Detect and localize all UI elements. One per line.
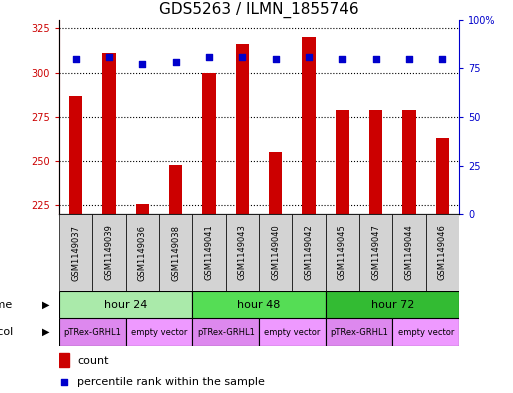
Bar <box>436 138 449 214</box>
Text: count: count <box>77 356 109 366</box>
Bar <box>326 318 392 346</box>
Point <box>338 55 346 62</box>
Point <box>171 59 180 66</box>
Text: GSM1149038: GSM1149038 <box>171 224 180 281</box>
Point <box>105 53 113 60</box>
Text: GSM1149044: GSM1149044 <box>405 225 413 280</box>
Text: GSM1149045: GSM1149045 <box>338 225 347 280</box>
Text: percentile rank within the sample: percentile rank within the sample <box>77 377 265 387</box>
Text: protocol: protocol <box>0 327 13 337</box>
Bar <box>202 73 215 214</box>
Bar <box>169 165 182 214</box>
Bar <box>159 214 192 291</box>
Bar <box>59 291 192 318</box>
Point <box>138 61 146 68</box>
Text: GSM1149047: GSM1149047 <box>371 224 380 281</box>
Text: pTRex-GRHL1: pTRex-GRHL1 <box>64 328 121 336</box>
Bar <box>302 37 315 214</box>
Bar <box>235 44 249 214</box>
Bar <box>359 214 392 291</box>
Bar <box>292 214 326 291</box>
Bar <box>326 291 459 318</box>
Text: empty vector: empty vector <box>131 328 187 336</box>
Title: GDS5263 / ILMN_1855746: GDS5263 / ILMN_1855746 <box>159 2 359 18</box>
Bar <box>103 53 115 214</box>
Bar <box>135 204 149 214</box>
Bar <box>226 214 259 291</box>
Text: pTRex-GRHL1: pTRex-GRHL1 <box>330 328 388 336</box>
Bar <box>126 318 192 346</box>
Bar <box>369 110 382 214</box>
Text: GSM1149046: GSM1149046 <box>438 224 447 281</box>
Bar <box>192 318 259 346</box>
Text: hour 24: hour 24 <box>104 299 147 310</box>
Point <box>438 55 446 62</box>
Text: empty vector: empty vector <box>398 328 454 336</box>
Point <box>271 55 280 62</box>
Bar <box>426 214 459 291</box>
Bar <box>126 214 159 291</box>
Text: GSM1149042: GSM1149042 <box>305 225 313 280</box>
Text: hour 48: hour 48 <box>238 299 281 310</box>
Point <box>238 53 246 60</box>
Bar <box>192 291 326 318</box>
Text: GSM1149043: GSM1149043 <box>238 224 247 281</box>
Bar <box>259 214 292 291</box>
Bar <box>326 214 359 291</box>
Point <box>205 53 213 60</box>
Text: GSM1149041: GSM1149041 <box>205 225 213 280</box>
Bar <box>392 318 459 346</box>
Text: ▶: ▶ <box>43 299 50 310</box>
Bar <box>392 214 426 291</box>
Text: ▶: ▶ <box>43 327 50 337</box>
Bar <box>59 353 69 367</box>
Text: GSM1149040: GSM1149040 <box>271 225 280 280</box>
Text: GSM1149039: GSM1149039 <box>105 224 113 281</box>
Bar <box>69 96 82 214</box>
Bar <box>192 214 226 291</box>
Point <box>71 55 80 62</box>
Text: pTRex-GRHL1: pTRex-GRHL1 <box>197 328 254 336</box>
Bar <box>59 318 126 346</box>
Bar <box>336 110 349 214</box>
Point <box>60 379 68 385</box>
Bar <box>269 152 282 214</box>
Bar <box>92 214 126 291</box>
Point <box>305 53 313 60</box>
Bar <box>259 318 326 346</box>
Text: GSM1149037: GSM1149037 <box>71 224 80 281</box>
Text: hour 72: hour 72 <box>371 299 414 310</box>
Text: empty vector: empty vector <box>264 328 321 336</box>
Text: GSM1149036: GSM1149036 <box>138 224 147 281</box>
Point <box>405 55 413 62</box>
Text: time: time <box>0 299 13 310</box>
Bar <box>59 214 92 291</box>
Point <box>371 55 380 62</box>
Bar <box>402 110 416 214</box>
